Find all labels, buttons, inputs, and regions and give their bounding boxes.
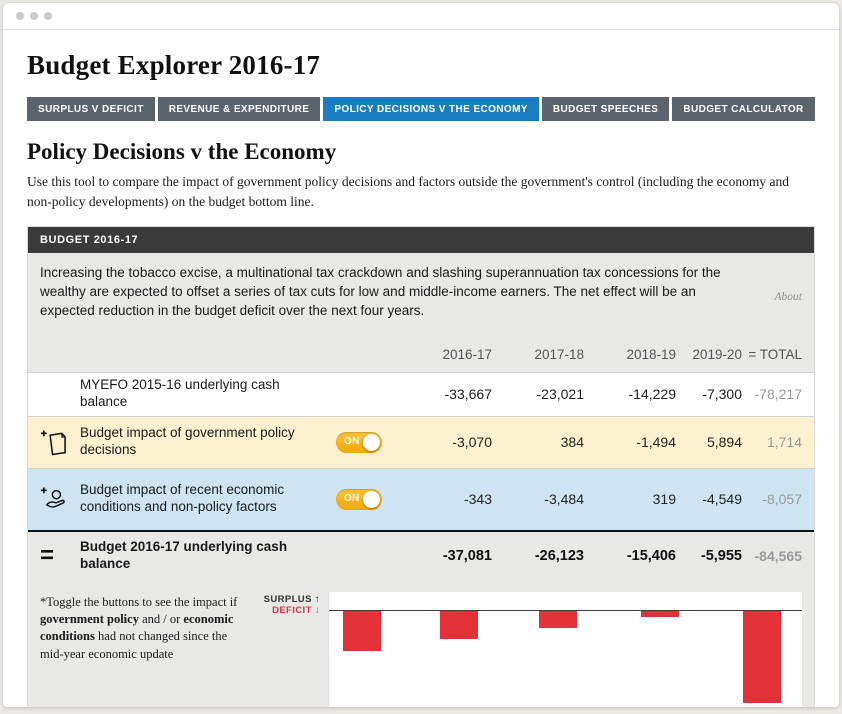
panel-summary: Increasing the tobacco excise, a multina…: [28, 253, 814, 331]
chart-bar-2017-18: [440, 610, 478, 639]
surplus-label: SURPLUS ↑: [263, 593, 320, 605]
toggle-state-label: ON: [344, 492, 360, 504]
cell-value: -1,494: [636, 434, 676, 451]
col-2019-20: 2019-20: [692, 346, 742, 362]
cell-value: -15,406: [626, 547, 676, 564]
hand-coin-plus-icon: [40, 486, 67, 513]
tab-revenue-expenditure[interactable]: REVENUE & EXPENDITURE: [157, 97, 321, 121]
summary-text: Increasing the tobacco excise, a multina…: [40, 265, 721, 318]
table-row-myefo: MYEFO 2015-16 underlying cash balance -3…: [28, 371, 814, 416]
table-header-row: 2016-17 2017-18 2018-19 2019-20 = TOTAL: [28, 331, 814, 372]
policy-toggle[interactable]: ON: [336, 431, 382, 453]
tab-surplus-v-deficit[interactable]: SURPLUS V DEFICIT: [27, 97, 155, 121]
economy-toggle[interactable]: ON: [336, 488, 382, 510]
cell-total: -84,565: [754, 547, 802, 564]
page-title: Budget Explorer 2016-17: [27, 50, 321, 80]
cell-value: -33,667: [444, 386, 492, 403]
table-row-total: = Budget 2016-17 underlying cash balance…: [28, 529, 814, 580]
document-plus-icon: [40, 429, 67, 456]
section-description: Use this tool to compare the impact of g…: [27, 174, 789, 209]
cell-value: -37,081: [442, 547, 492, 564]
section-title: Policy Decisions v the Economy: [27, 139, 337, 164]
cell-value: 5,894: [706, 434, 742, 451]
cell-value: 384: [560, 434, 584, 451]
window-dot: [16, 12, 24, 20]
cell-value: 319: [652, 491, 676, 508]
window-chrome: [3, 3, 839, 30]
chart-bar-total: [742, 610, 781, 703]
col-total: = TOTAL: [748, 346, 802, 362]
tab-policy-decisions[interactable]: POLICY DECISIONS V THE ECONOMY: [323, 97, 539, 121]
chart-bar-2018-19: [539, 610, 578, 628]
footnote-text: had not changed since the mid-year econo…: [40, 629, 228, 661]
cell-value: -3,484: [544, 491, 584, 508]
toggle-knob: [363, 433, 380, 451]
panel-header: BUDGET 2016-17: [28, 227, 814, 254]
footnote-text: and / or: [138, 612, 184, 627]
cell-total: -8,057: [762, 491, 802, 508]
col-2018-19: 2018-19: [626, 346, 676, 362]
cell-value: -4,549: [702, 491, 742, 508]
chart-bar-2016-17: [343, 610, 382, 651]
table-row-policy-impact: Budget impact of government policy decis…: [28, 415, 814, 468]
cell-value: -5,955: [700, 547, 742, 564]
chart-zero-line: [329, 609, 802, 611]
col-2016-17: 2016-17: [442, 346, 492, 362]
cell-value: -23,021: [536, 386, 584, 403]
window-dot: [30, 12, 38, 20]
cell-value: -343: [463, 491, 492, 508]
toggle-knob: [363, 490, 380, 508]
row-label: MYEFO 2015-16 underlying cash balance: [80, 377, 280, 410]
footnote-bold: government policy: [40, 612, 139, 627]
col-2017-18: 2017-18: [534, 346, 584, 362]
row-label: Budget 2016-17 underlying cash balance: [80, 538, 288, 571]
app-window: Budget Explorer 2016-17 SURPLUS V DEFICI…: [3, 3, 839, 707]
deficit-label: DEFICIT ↓: [272, 604, 320, 616]
equals-icon: =: [40, 541, 55, 569]
tab-bar: SURPLUS V DEFICIT REVENUE & EXPENDITURE …: [27, 97, 815, 121]
cell-value: -7,300: [702, 386, 742, 403]
toggle-state-label: ON: [344, 435, 360, 447]
table-row-economy-impact: Budget impact of recent economic conditi…: [28, 467, 814, 530]
chart-bar-2019-20: [641, 610, 679, 617]
cell-value: -14,229: [628, 386, 676, 403]
cell-value: -3,070: [452, 434, 492, 451]
row-label: Budget impact of recent economic conditi…: [80, 482, 285, 515]
footnote-text: *Toggle the buttons to see the impact if: [40, 594, 238, 609]
row-label: Budget impact of government policy decis…: [80, 425, 295, 458]
deficit-chart: [328, 591, 802, 707]
cell-total: -78,217: [754, 386, 802, 403]
tab-budget-calculator[interactable]: BUDGET CALCULATOR: [672, 97, 815, 121]
cell-total: 1,714: [766, 434, 802, 451]
about-link[interactable]: About: [774, 291, 802, 304]
cell-value: -26,123: [534, 547, 584, 564]
panel-footer: *Toggle the buttons to see the impact if…: [28, 580, 814, 707]
axis-labels: SURPLUS ↑ DEFICIT ↓: [240, 592, 328, 707]
window-dot: [44, 12, 52, 20]
tab-budget-speeches[interactable]: BUDGET SPEECHES: [541, 97, 670, 121]
toggle-footnote: *Toggle the buttons to see the impact if…: [40, 592, 240, 707]
footnote-bold: economic conditions: [40, 612, 234, 644]
budget-panel: BUDGET 2016-17 Increasing the tobacco ex…: [27, 226, 815, 707]
